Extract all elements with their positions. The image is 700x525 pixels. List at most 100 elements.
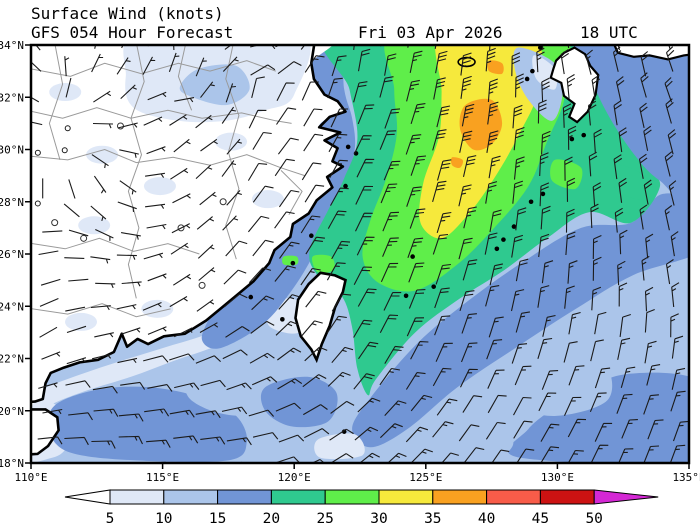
hainan-island: [31, 409, 59, 455]
lat-tick-label: 28°N: [0, 196, 24, 209]
lat-tick-label: 26°N: [0, 248, 24, 261]
calm-circle: [51, 219, 59, 227]
island-dot: [501, 237, 506, 242]
wind-speed-region-c5: [314, 433, 365, 460]
wind-speed-region-c15: [573, 45, 689, 211]
colorbar-value-label: 15: [209, 511, 226, 525]
wind-speed-region-c25: [311, 254, 335, 274]
wind-speed-region-c15: [507, 372, 689, 463]
honshu-coastline: [613, 45, 689, 61]
calm-wind-circles: [51, 122, 227, 289]
lon-tick-label: 125°E: [409, 471, 442, 484]
lon-tick-label: 120°E: [278, 471, 311, 484]
calm-circle: [177, 224, 185, 232]
colorbar-value-label: 45: [532, 511, 549, 525]
island-dot: [341, 429, 347, 434]
lon-axis: 110°E 115°E 120°E 125°E 130°E 135°E: [14, 463, 700, 484]
island-dot: [569, 136, 575, 142]
colorbar-value-label: 30: [370, 511, 387, 525]
coastline-layer: [31, 45, 689, 456]
wind-speed-region-c5: [532, 55, 558, 90]
island-dot: [494, 246, 500, 252]
island-dot: [537, 45, 543, 50]
island-dot: [511, 224, 517, 229]
hainan-coastline: [31, 408, 60, 456]
colorbar-segment: [270, 489, 326, 505]
island-dot: [530, 68, 535, 74]
island-dot: [345, 144, 351, 150]
colorbar-value-label: 10: [155, 511, 172, 525]
colorbar-segment: [378, 489, 434, 505]
taiwan-island: [295, 272, 346, 360]
islands-layer: [248, 45, 587, 434]
wind-barbs-layer: [31, 45, 689, 463]
island-dot: [524, 76, 530, 82]
map-layers: [31, 45, 689, 463]
lat-tick-label: 34°N: [0, 39, 24, 52]
lon-tick-label: 115°E: [146, 471, 179, 484]
calm-circle: [80, 234, 88, 242]
wind-speed-region-c10: [501, 353, 613, 417]
jeju-island-outline: [457, 56, 476, 68]
lon-tick-label: 135°E: [672, 471, 700, 484]
colorbar-value-label: 25: [316, 511, 333, 525]
forecast-valid-time: 18 UTC: [580, 23, 638, 42]
land-shade-patches: [49, 45, 311, 331]
island-dot: [290, 260, 296, 266]
calm-circle: [198, 281, 206, 289]
colorbar-value-label: 20: [263, 511, 280, 525]
colorbar-segment: [324, 489, 380, 505]
colorbar-segment: [486, 489, 541, 505]
lat-tick-label: 24°N: [0, 300, 24, 313]
chart-title: Surface Wind (knots): [31, 4, 224, 23]
island-dot: [248, 294, 254, 300]
lat-tick-label: 18°N: [0, 457, 24, 470]
taiwan-coastline: [294, 271, 347, 364]
wind-speed-region-c35: [487, 60, 504, 75]
colorbar-segment: [163, 489, 219, 505]
colorbar-value-label: 5: [106, 511, 115, 525]
wind-speed-region-c20: [613, 164, 649, 200]
colorbar-value-label: 35: [424, 511, 441, 525]
island-dot: [540, 191, 546, 197]
wind-speed-region-c10: [403, 420, 514, 460]
lon-tick-label: 110°E: [14, 471, 47, 484]
colorbar-segment: [109, 489, 165, 505]
colorbar-value-label: 40: [478, 511, 495, 525]
lat-axis: 34°N 32°N 30°N 28°N 26°N 24°N 22°N 20°N 18°N: [0, 39, 31, 470]
lat-tick-label: 32°N: [0, 91, 24, 104]
chart-subtitle: GFS 054 Hour Forecast: [31, 23, 234, 42]
colorbar-over-arrow: [593, 489, 659, 505]
island-dot: [309, 233, 314, 239]
wind-speed-region-c15: [352, 193, 689, 448]
island-dot: [280, 317, 285, 322]
island-dot: [343, 183, 348, 189]
wind-speed-region-c15: [260, 376, 338, 428]
lat-tick-label: 22°N: [0, 353, 24, 366]
colorbar-under-arrow: [64, 489, 111, 505]
island-dot: [410, 254, 415, 259]
wind-speed-region-c25: [282, 255, 299, 266]
chart-header: Surface Wind (knots) GFS 054 Hour Foreca…: [0, 0, 700, 45]
calm-circle: [219, 198, 227, 206]
colorbar-segment: [217, 489, 272, 505]
wind-speed-region-c10: [185, 368, 272, 417]
colorbar-segment: [432, 489, 488, 505]
colorbar-value-label: 50: [585, 511, 602, 525]
lon-tick-label: 130°E: [541, 471, 574, 484]
island-dot: [431, 284, 436, 289]
island-dot: [403, 293, 409, 299]
colorbar-segment: [539, 489, 595, 505]
china-coastline: [31, 45, 347, 404]
forecast-valid-date: Fri 03 Apr 2026: [358, 23, 503, 42]
lat-tick-label: 30°N: [0, 144, 24, 157]
lat-tick-label: 20°N: [0, 405, 24, 418]
island-dot: [528, 199, 534, 205]
wind-speed-region-c5: [37, 295, 277, 414]
wind-speed-region-c35: [450, 157, 464, 169]
kyushu-coastline: [549, 46, 600, 124]
island-dot: [581, 132, 587, 138]
colorbar: 5 10 15 20 25 30 35 40 45 50: [64, 489, 659, 525]
calm-circle: [116, 122, 124, 130]
